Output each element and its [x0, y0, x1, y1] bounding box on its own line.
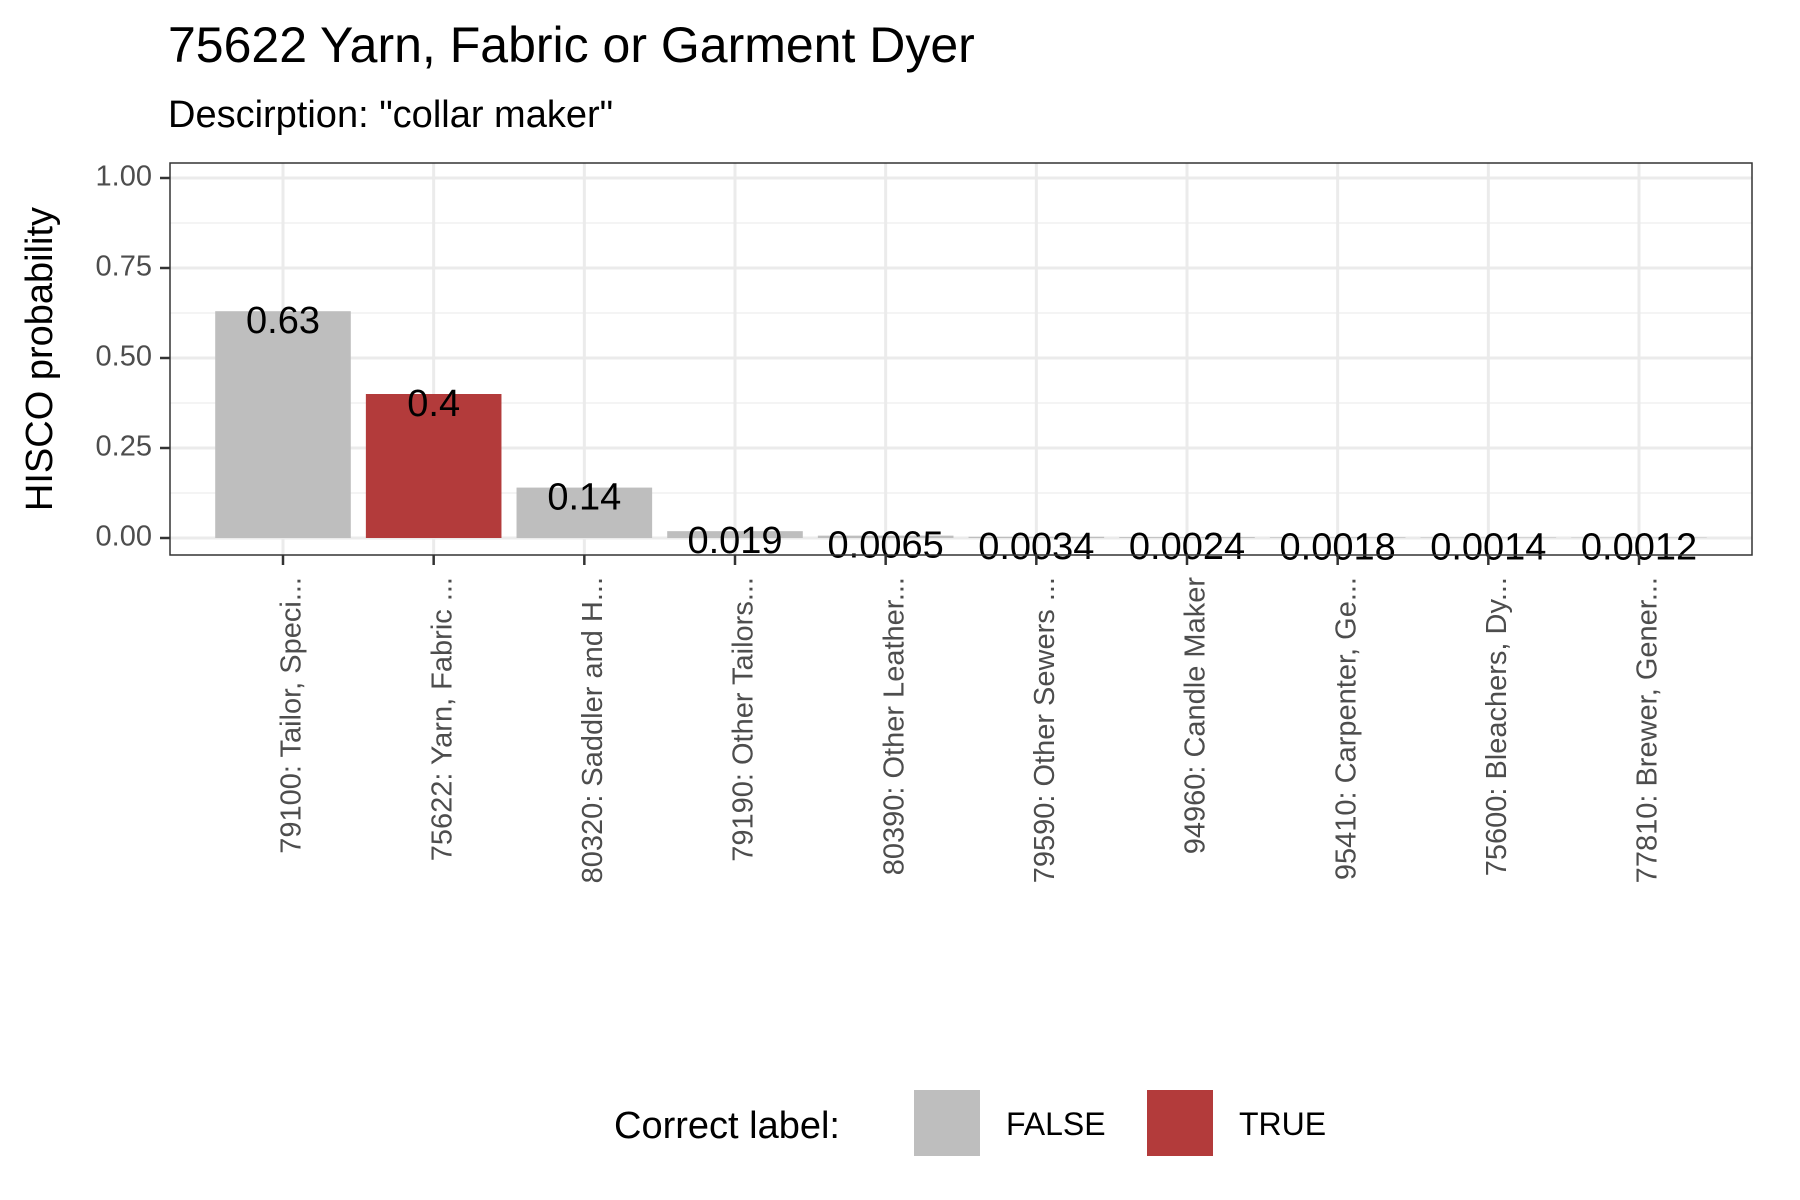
bar-8: [1269, 537, 1406, 538]
bar-2: [365, 394, 502, 538]
y-tick-label: 0.00: [96, 521, 152, 553]
x-tick-label: 79590: Other Sewers ...: [1029, 577, 1061, 883]
x-tick-label: 77810: Brewer, Gener...: [1632, 577, 1664, 883]
bar-1: [215, 311, 351, 538]
chart-title: 75622 Yarn, Fabric or Garment Dyer: [168, 17, 975, 73]
bar-value-label: 0.14: [547, 477, 621, 519]
bar-4: [667, 531, 803, 538]
bar-7: [1119, 537, 1255, 538]
legend-label-false: FALSE: [1006, 1106, 1106, 1142]
x-tick-label: 95410: Carpenter, Ge...: [1330, 577, 1362, 880]
legend-key-false: [914, 1090, 980, 1156]
y-tick-label: 0.25: [96, 431, 152, 463]
x-tick-label: 75622: Yarn, Fabric ...: [426, 577, 458, 861]
x-tick-label: 94960: Candle Maker: [1180, 577, 1212, 855]
bar-3: [516, 487, 653, 538]
bar-value-label: 0.4: [407, 383, 460, 425]
legend-key-true: [1147, 1090, 1213, 1156]
y-axis-title: HISCO probability: [19, 207, 61, 511]
legend-label-true: TRUE: [1239, 1106, 1326, 1142]
y-tick-label: 1.00: [96, 161, 152, 193]
x-tick-label: 80390: Other Leather...: [878, 577, 910, 875]
chart-subtitle: Descirption: "collar maker": [168, 94, 613, 136]
y-axis: 0.00 0.25 0.50 0.75 1.00: [96, 161, 170, 553]
bar-value-label: 0.63: [246, 300, 320, 342]
bar-5: [817, 535, 954, 538]
bars: [215, 311, 1707, 538]
legend-title: Correct label:: [614, 1105, 840, 1147]
legend: Correct label: FALSE TRUE: [614, 1090, 1326, 1156]
y-tick-label: 0.50: [96, 341, 152, 373]
x-tick-label: 75600: Bleachers, Dy...: [1481, 577, 1513, 876]
y-tick-label: 0.75: [96, 251, 152, 283]
x-tick-label: 79190: Other Tailors...: [728, 577, 760, 862]
x-tick-label: 79100: Tailor, Speci...: [276, 577, 308, 854]
x-axis: 79100: Tailor, Speci... 75622: Yarn, Fabr…: [276, 555, 1664, 883]
bar-9: [1420, 537, 1557, 538]
x-tick-label: 80320: Saddler and H...: [577, 577, 609, 883]
bar-6: [968, 536, 1105, 538]
